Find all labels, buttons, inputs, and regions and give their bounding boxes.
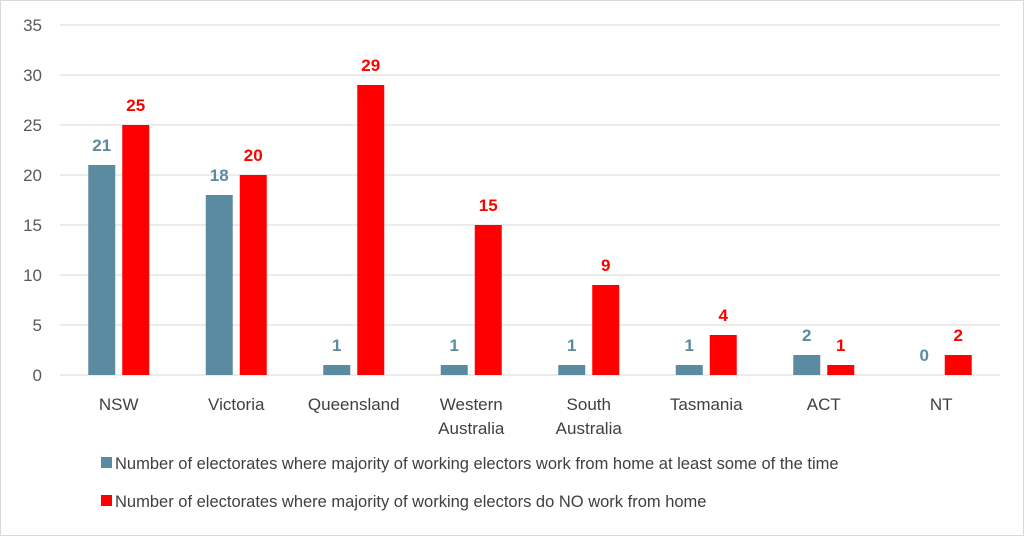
- data-label: 29: [361, 56, 380, 75]
- bar-wfh: [323, 365, 351, 375]
- y-tick-label: 35: [23, 16, 42, 35]
- y-tick-label: 5: [33, 316, 42, 335]
- y-tick-label: 30: [23, 66, 42, 85]
- data-label: 4: [719, 306, 729, 325]
- bar-wfh: [675, 365, 703, 375]
- bar-no-wfh: [709, 335, 737, 375]
- data-label: 21: [92, 136, 111, 155]
- bar-wfh: [793, 355, 821, 375]
- data-label: 20: [244, 146, 263, 165]
- data-label: 1: [450, 336, 459, 355]
- x-tick-label: Western: [440, 395, 503, 414]
- data-label: 2: [954, 326, 963, 345]
- data-label: 2: [802, 326, 811, 345]
- bar-wfh: [205, 195, 233, 375]
- x-tick-label: ACT: [807, 395, 841, 414]
- data-label: 1: [685, 336, 694, 355]
- bar-no-wfh: [122, 125, 150, 375]
- y-tick-label: 20: [23, 166, 42, 185]
- y-tick-label: 25: [23, 116, 42, 135]
- data-label: 18: [210, 166, 229, 185]
- bar-no-wfh: [239, 175, 267, 375]
- y-tick-label: 15: [23, 216, 42, 235]
- y-tick-label: 0: [33, 366, 42, 385]
- y-tick-label: 10: [23, 266, 42, 285]
- legend-label: Number of electorates where majority of …: [115, 455, 839, 473]
- legend-swatch: [101, 457, 112, 468]
- x-tick-label: Queensland: [308, 395, 400, 414]
- bar-wfh: [88, 165, 116, 375]
- x-tick-label: South: [567, 395, 611, 414]
- x-tick-label: NSW: [99, 395, 139, 414]
- bar-wfh: [558, 365, 586, 375]
- data-label: 1: [332, 336, 341, 355]
- data-label: 15: [479, 196, 498, 215]
- data-label: 1: [567, 336, 576, 355]
- x-tick-label: Tasmania: [670, 395, 743, 414]
- x-tick-label: NT: [930, 395, 953, 414]
- legend-label: Number of electorates where majority of …: [115, 493, 706, 511]
- x-tick-label: Australia: [556, 419, 623, 438]
- bar-no-wfh: [592, 285, 620, 375]
- data-label: 9: [601, 256, 610, 275]
- legend-swatch: [101, 495, 112, 506]
- bar-no-wfh: [827, 365, 855, 375]
- bar-no-wfh: [474, 225, 502, 375]
- data-label: 25: [126, 96, 145, 115]
- data-label: 1: [836, 336, 845, 355]
- bar-wfh: [440, 365, 468, 375]
- bar-no-wfh: [357, 85, 385, 375]
- x-tick-label: Australia: [438, 419, 505, 438]
- data-label: 0: [920, 346, 929, 365]
- bar-no-wfh: [944, 355, 972, 375]
- x-tick-label: Victoria: [208, 395, 265, 414]
